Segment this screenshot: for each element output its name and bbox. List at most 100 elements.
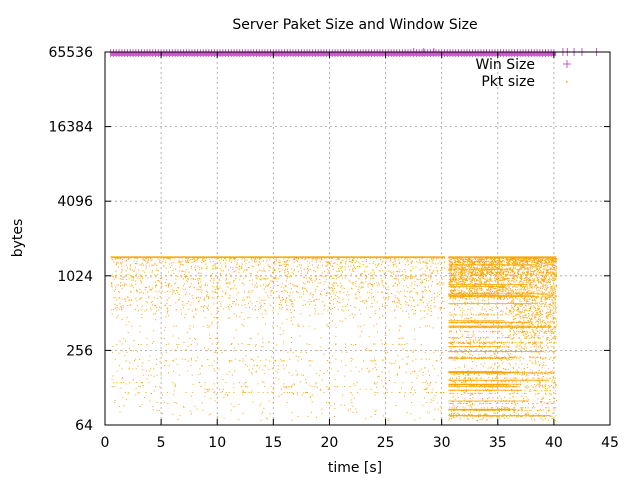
pkt-point <box>424 274 426 276</box>
pkt-point <box>550 269 551 271</box>
pkt-point <box>386 293 387 294</box>
pkt-point <box>288 386 290 388</box>
pkt-point <box>304 287 306 289</box>
pkt-point <box>411 304 413 306</box>
pkt-point <box>383 386 385 388</box>
pkt-point <box>530 265 532 267</box>
pkt-point <box>120 387 122 389</box>
pkt-point <box>116 382 118 384</box>
pkt-point <box>324 276 326 278</box>
pkt-point <box>130 291 132 293</box>
pkt-point <box>553 279 555 281</box>
pkt-point <box>464 298 466 300</box>
pkt-point <box>525 295 527 297</box>
pkt-point <box>309 314 311 316</box>
pkt-point <box>342 310 344 312</box>
pkt-point <box>282 269 284 271</box>
pkt-point <box>555 270 557 272</box>
pkt-point <box>391 392 393 393</box>
pkt-point <box>458 264 460 266</box>
pkt-point <box>513 334 514 336</box>
pkt-point <box>529 261 531 262</box>
pkt-point <box>486 289 488 291</box>
pkt-point <box>223 388 225 390</box>
pkt-point <box>351 344 353 345</box>
pkt-point <box>398 337 400 339</box>
pkt-point <box>194 260 196 262</box>
pkt-point <box>126 317 128 319</box>
pkt-point <box>195 269 196 271</box>
pkt-point <box>486 415 488 417</box>
pkt-point <box>193 317 195 319</box>
pkt-point <box>331 265 333 267</box>
pkt-point <box>336 263 338 265</box>
pkt-point <box>466 292 468 294</box>
pkt-point <box>451 401 453 402</box>
pkt-point <box>173 290 175 292</box>
pkt-point <box>499 418 501 420</box>
pkt-point <box>489 292 491 294</box>
pkt-point <box>211 268 213 270</box>
pkt-point <box>201 402 203 404</box>
pkt-point <box>376 369 377 371</box>
pkt-point <box>454 303 455 305</box>
pkt-point <box>342 257 344 259</box>
pkt-point <box>460 401 462 402</box>
pkt-point <box>422 404 424 406</box>
pkt-point <box>525 301 527 303</box>
pkt-point <box>439 406 441 408</box>
pkt-point <box>545 289 547 291</box>
pkt-point <box>483 407 485 409</box>
pkt-point <box>193 315 195 317</box>
pkt-point <box>138 276 140 278</box>
pkt-point <box>236 315 238 317</box>
pkt-point <box>307 271 309 273</box>
pkt-point <box>296 266 298 268</box>
pkt-point <box>226 374 228 376</box>
pkt-point <box>489 343 491 345</box>
pkt-point <box>531 271 533 272</box>
pkt-point <box>301 374 303 376</box>
pkt-point <box>217 311 219 312</box>
pkt-point <box>428 309 430 311</box>
pkt-point <box>344 269 346 271</box>
pkt-point <box>326 268 328 270</box>
pkt-point <box>368 273 370 275</box>
pkt-point <box>199 381 201 383</box>
pkt-point <box>315 304 316 306</box>
pkt-point <box>549 272 551 274</box>
pkt-point <box>503 407 505 409</box>
pkt-point <box>233 392 235 393</box>
pkt-point <box>399 325 401 327</box>
pkt-point <box>382 360 384 362</box>
pkt-point <box>203 257 205 259</box>
pkt-point <box>386 343 388 345</box>
pkt-point <box>268 270 270 272</box>
pkt-point <box>374 264 376 266</box>
pkt-point <box>375 409 377 411</box>
pkt-point <box>215 289 217 291</box>
pkt-point <box>112 259 114 261</box>
pkt-point <box>355 366 357 368</box>
pkt-point <box>210 397 212 399</box>
pkt-point <box>476 286 478 288</box>
pkt-point <box>276 257 277 259</box>
pkt-point <box>545 264 546 266</box>
pkt-point <box>204 299 206 301</box>
pkt-point <box>190 413 192 415</box>
pkt-point <box>262 342 264 344</box>
pkt-point <box>282 306 284 308</box>
pkt-point <box>382 284 384 286</box>
pkt-point <box>195 265 197 267</box>
pkt-point <box>458 293 460 295</box>
pkt-point <box>506 277 508 279</box>
pkt-point <box>428 358 430 360</box>
pkt-point <box>323 309 325 311</box>
pkt-point <box>277 313 279 315</box>
pkt-point <box>126 267 128 269</box>
pkt-point <box>507 368 509 370</box>
pkt-point <box>474 280 475 282</box>
pkt-point <box>300 296 302 298</box>
pkt-point <box>487 281 489 283</box>
pkt-point <box>191 265 192 267</box>
